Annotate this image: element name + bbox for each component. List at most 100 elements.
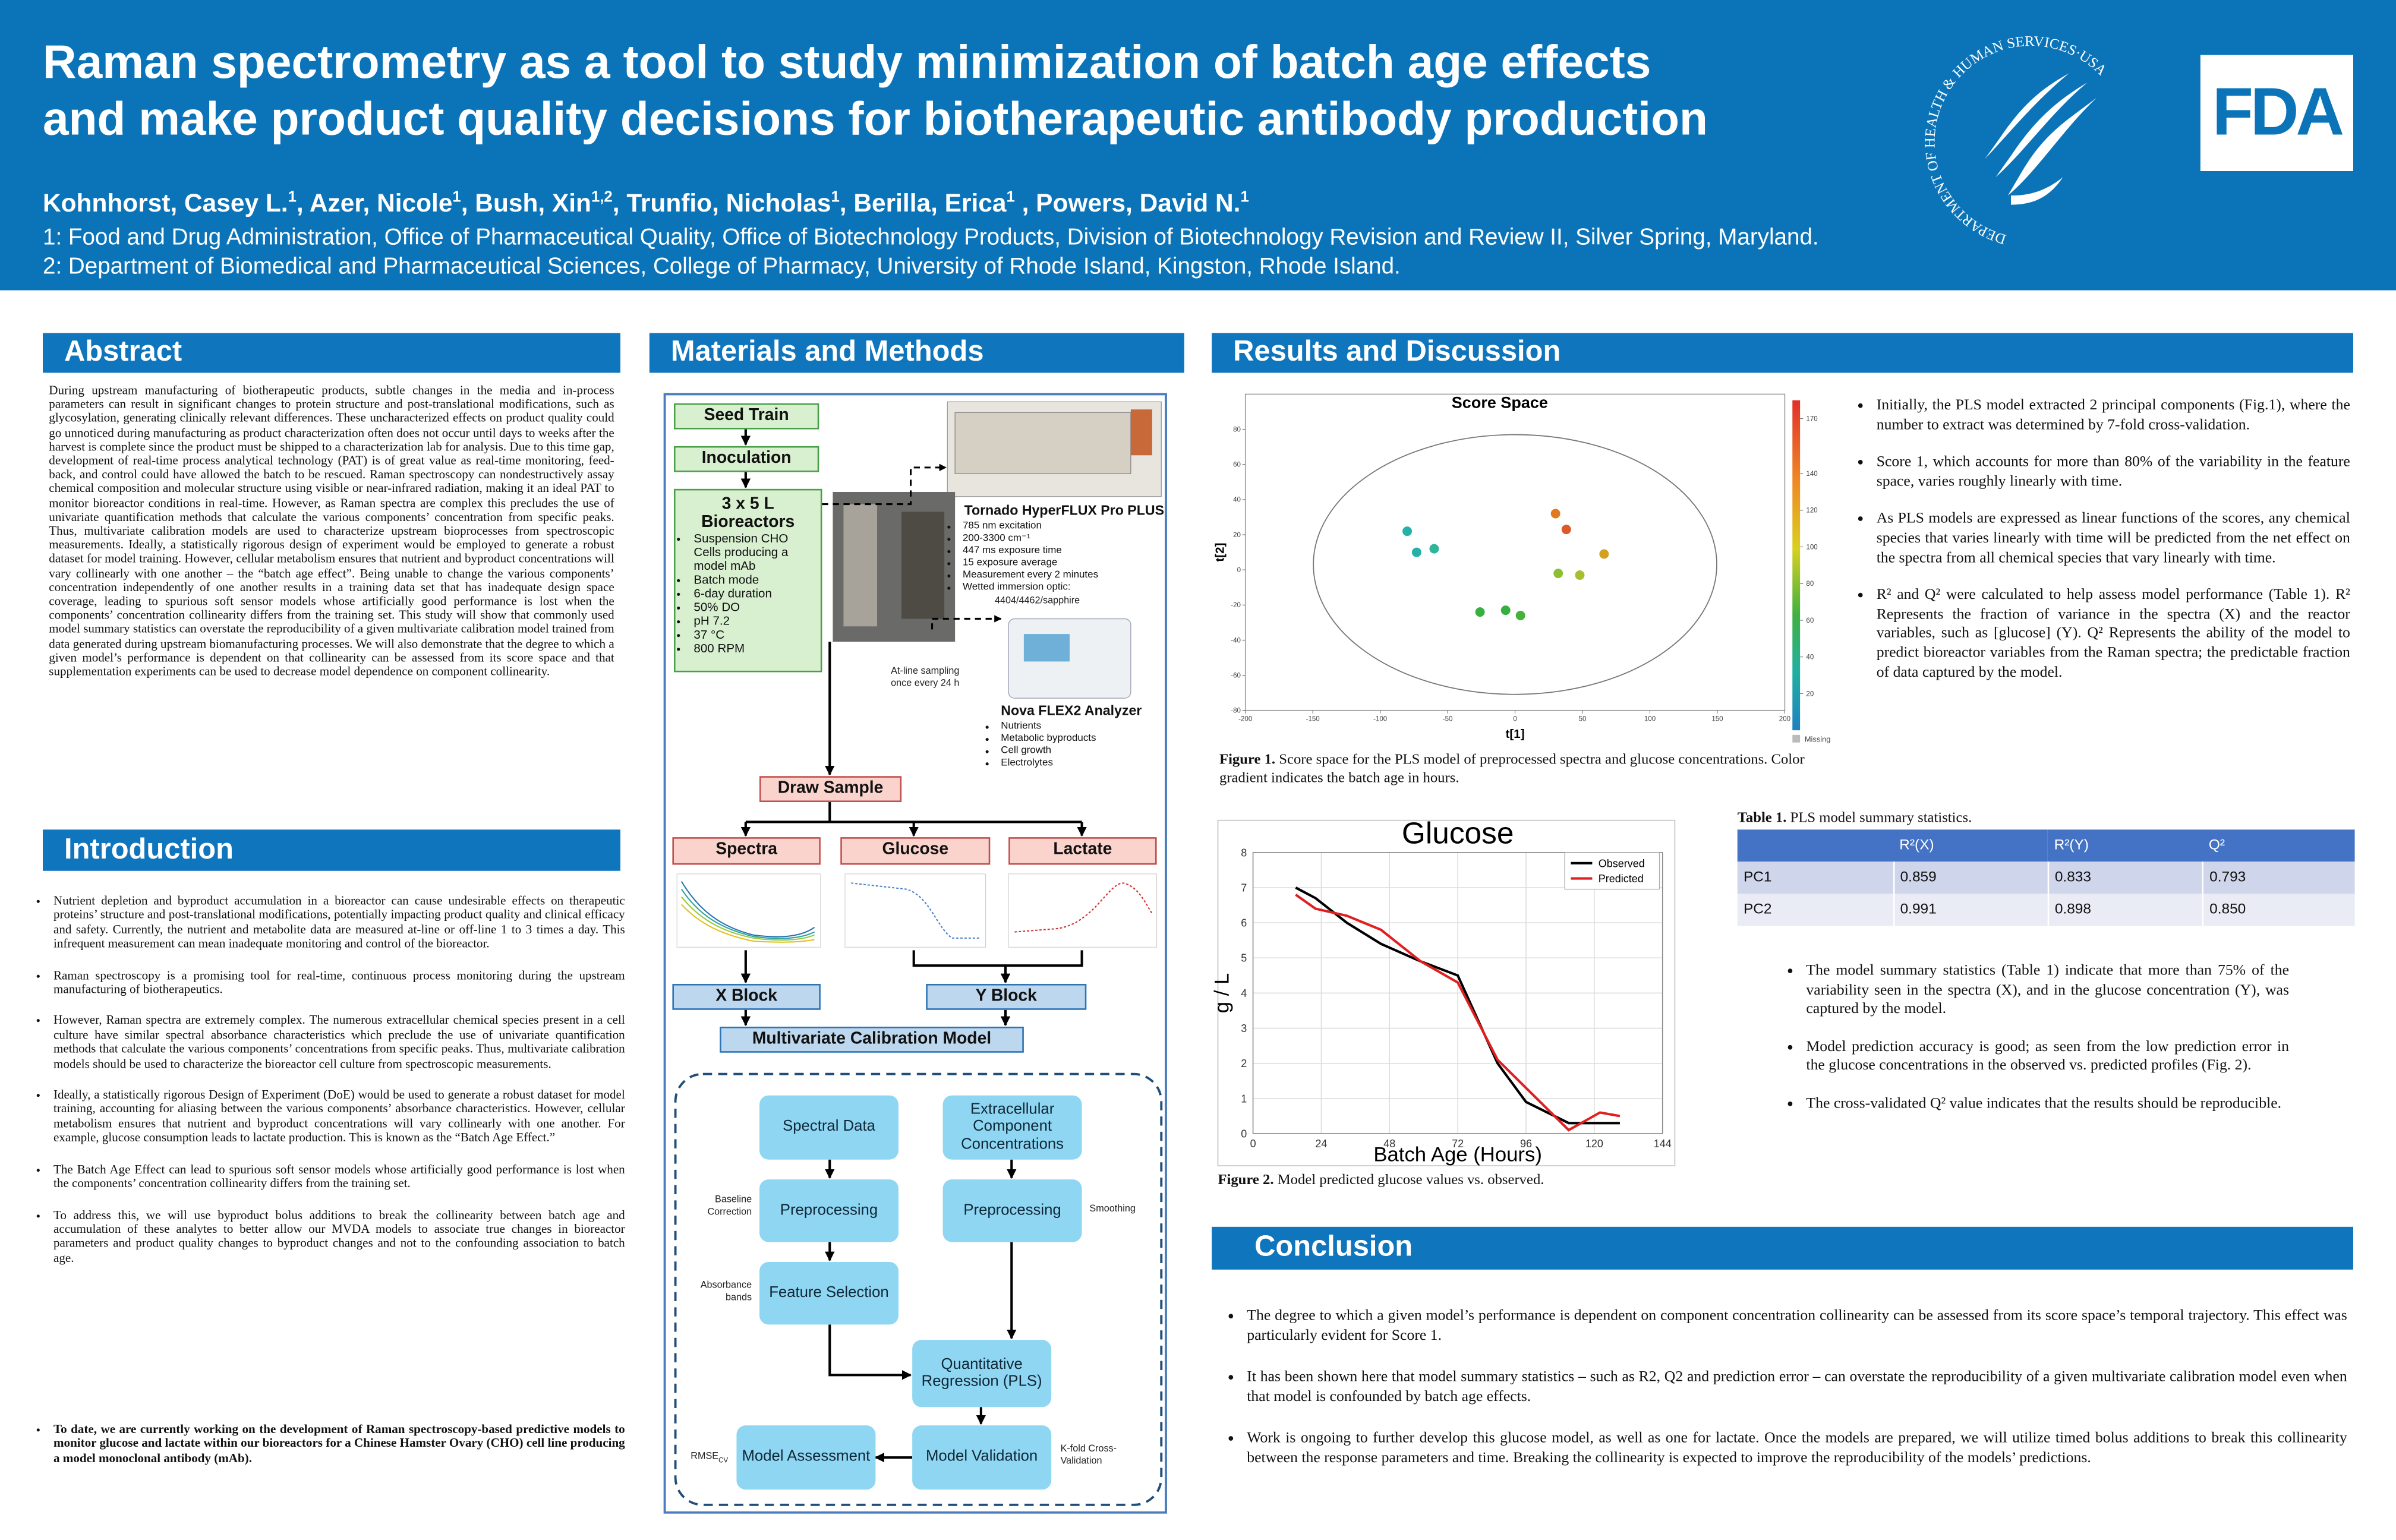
y-tick-label: 60 [1233,462,1241,469]
table-caption: Table 1. PLS model summary statistics. [1738,810,1972,828]
analyzer-specs: NutrientsMetabolic byproductsCell growth… [987,721,1096,770]
preprocessing-x-box: Preprocessing [759,1179,898,1242]
x-tick-label: 100 [1644,716,1656,723]
connector [828,1324,912,1380]
methods-frame [663,393,1167,1514]
x-axis-label: t[1] [1506,727,1525,741]
author-affiliation: 1 [831,189,840,207]
x-tick-label: 50 [1579,716,1587,723]
conclusion-list: The degree to which a given model’s perf… [1232,1307,2347,1490]
caption-label: Figure 1. [1219,752,1276,769]
score-point [1429,544,1439,554]
list-item: R² and Q² were calculated to help assess… [1877,587,2350,683]
list-item: Nutrient depletion and byproduct accumul… [53,894,625,951]
assessment-box: Model Assessment [736,1425,876,1490]
legend-label: Predicted [1599,873,1644,885]
score-point [1475,607,1485,617]
y-tick-label: -80 [1231,708,1241,715]
thumbnail-curve [681,889,815,939]
list-item: Work is ongoing to further develop this … [1247,1428,2347,1468]
list-item: Model prediction accuracy is good; as se… [1806,1039,2289,1077]
list-item: The Batch Age Effect can lead to spuriou… [53,1162,625,1191]
table-header-row: R²(X) R²(Y) Q² [1737,829,2355,862]
thumbnail [676,873,821,948]
title: and make product quality decisions for b… [43,93,1708,146]
colorbar [1792,400,1801,731]
glucose-box: Glucose [840,837,991,865]
figure-caption: Figure 2. Model predicted glucose values… [1218,1172,1544,1190]
score-point [1515,611,1525,620]
thumbnail-curve [681,904,815,943]
x-tick-label: 72 [1452,1138,1464,1150]
list-item: pH 7.2 [693,614,816,628]
y-tick-label: 5 [1241,952,1247,964]
colorbar-label: 20 [1806,690,1814,698]
list-item: 6-day duration [693,586,816,600]
list-item: Ideally, a statistically rigorous Design… [53,1088,625,1145]
abstract-text: During upstream manufacturing of biother… [49,383,614,679]
list-item: Cell growth [1001,746,1096,758]
figure-caption: Figure 1. Score space for the PLS model … [1219,752,1808,788]
score-point [1599,549,1609,559]
legend-label: Observed [1599,857,1645,869]
list-item: Initially, the PLS model extracted 2 pri… [1877,397,2350,436]
list-item: Metabolic byproducts [1001,733,1096,746]
step-note: K-fold Cross-Validation [1060,1444,1117,1466]
calibration-model-box: Multivariate Calibration Model [720,1027,1024,1053]
missing-swatch [1792,734,1801,743]
list-item: Score 1, which accounts for more than 80… [1877,454,2350,493]
list-item: To address this, we will use byproduct b… [53,1208,625,1266]
summary-table: R²(X) R²(Y) Q² PC1 0.859 0.833 0.793 PC2 0.991 0.… [1737,829,2355,926]
x-tick-label: 96 [1520,1138,1532,1150]
list-item: Raman spectroscopy is a promising tool f… [53,968,625,996]
eagle [1995,82,2088,178]
y-tick-label: 2 [1241,1058,1247,1069]
list-item: The degree to which a given model’s perf… [1247,1307,2347,1346]
x-tick-label: 150 [1711,716,1723,723]
colorbar-label: 170 [1806,415,1817,422]
caption-text: Model predicted glucose values vs. obser… [1273,1172,1544,1189]
table-column-header: R²(Y) [2054,837,2089,854]
authors: Kohnhorst, Casey L.1, Azer, Nicole1, Bus… [43,190,1249,219]
y-tick-label: 8 [1241,847,1247,859]
list-item: 15 exposure average [963,558,1098,570]
fda-logo: FDA [2200,55,2353,171]
author-affiliation: 1 [1240,189,1249,207]
list-item: It has been shown here that model summar… [1247,1367,2347,1407]
step-note: RMSECV [691,1451,728,1466]
author-name: Kohnhorst, Casey L. [43,190,288,218]
connector [912,950,1083,967]
section-heading: Conclusion [1212,1226,2353,1270]
y-tick-label: 1 [1241,1093,1247,1104]
y-tick-label: 7 [1241,882,1247,894]
plot-area [1244,393,1786,711]
x-tick-label: 48 [1383,1138,1395,1150]
author-name: , Berilla, Erica [839,190,1007,218]
step-note: Absorbance bands [700,1280,752,1303]
section-heading: Abstract [43,333,620,373]
author-name: , Trunfio, Nicholas [612,190,831,218]
thumbnail-curve [851,882,980,939]
sampling-note: At-line sampling once every 24 h [891,666,960,689]
caption-text: Score space for the PLS model of preproc… [1219,752,1805,787]
section-heading: Materials and Methods [649,333,1184,373]
instrument-name: Tornado HyperFLUX Pro PLUS [964,503,1165,518]
caption-label: Figure 2. [1218,1172,1274,1189]
spectra-box: Spectra [672,837,821,865]
list-item: Batch mode [693,573,816,586]
eagle [2007,97,2096,196]
y-tick-label: 3 [1241,1023,1247,1034]
list-item: Nutrients [1001,721,1096,734]
bioreactor-specs: Suspension CHO Cells producing a model m… [680,532,816,655]
author-affiliation: 1 [452,189,461,207]
colorbar-label: 100 [1806,544,1817,551]
chart-title: Glucose [1402,815,1514,850]
author-affiliation: 1,2 [591,189,613,207]
list-item: As PLS models are expressed as linear fu… [1877,511,2350,569]
score-point [1402,526,1413,537]
y-tick-label: 6 [1241,917,1247,929]
x-tick-label: -100 [1373,716,1387,723]
x-tick-label: 24 [1315,1138,1327,1150]
